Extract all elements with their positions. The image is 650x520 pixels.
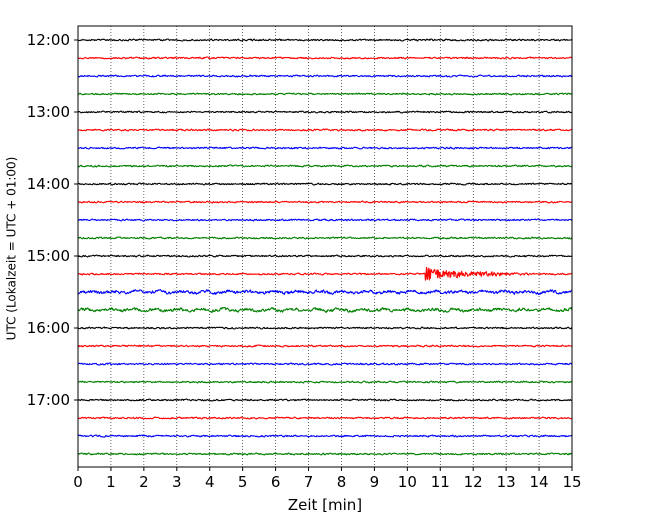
x-tick-label: 0: [73, 473, 83, 491]
trace-lines: [77, 38, 573, 456]
trace-1545: [77, 306, 573, 314]
trace-1415: [77, 200, 573, 204]
plot-frame: [77, 25, 573, 468]
trace-1330: [77, 146, 573, 150]
x-tick-label: 2: [139, 473, 149, 491]
x-tick-label: 1: [106, 473, 116, 491]
x-tick-label: 3: [172, 473, 182, 491]
x-tick-label: 14: [530, 473, 549, 491]
trace-1230: [77, 74, 573, 78]
trace-1645: [77, 380, 573, 384]
trace-1215: [77, 56, 573, 60]
trace-1345: [77, 164, 573, 168]
trace-1515: [77, 266, 573, 281]
trace-1445: [77, 236, 573, 240]
y-tick-label: 16:00: [27, 319, 70, 337]
y-axis-label: UTC (Lokalzeit = UTC + 01:00): [5, 157, 19, 341]
x-tick-label: 15: [562, 473, 581, 491]
x-tick-label: 13: [497, 473, 516, 491]
x-tick-label: 8: [337, 473, 347, 491]
trace-1730: [77, 434, 573, 438]
y-tick-label: 13:00: [27, 103, 70, 121]
axis-ticks: 0 1 2 3 4 5 6 7 8 9 10 11 12 13 14 1512:0013:0014:0015:…: [27, 31, 582, 491]
trace-1200: [77, 38, 573, 42]
trace-1500: [77, 254, 573, 258]
trace-1315: [77, 128, 573, 132]
trace-1615: [77, 344, 573, 348]
y-tick-label: 12:00: [27, 31, 70, 49]
trace-1630: [77, 362, 573, 366]
x-tick-label: 5: [238, 473, 248, 491]
trace-1400: [77, 182, 573, 186]
trace-1530: [77, 289, 573, 296]
trace-1715: [77, 416, 573, 420]
trace-1430: [77, 218, 573, 222]
x-axis-label: Zeit [min]: [288, 496, 362, 514]
x-tick-label: 11: [431, 473, 450, 491]
x-tick-label: 12: [464, 473, 483, 491]
x-tick-label: 9: [370, 473, 380, 491]
x-tick-label: 7: [304, 473, 314, 491]
x-tick-label: 6: [271, 473, 281, 491]
x-tick-label: 4: [205, 473, 215, 491]
x-tick-label: 10: [398, 473, 417, 491]
y-tick-label: 15:00: [27, 247, 70, 265]
trace-1245: [77, 92, 573, 96]
trace-1745: [77, 452, 573, 456]
y-tick-label: 14:00: [27, 175, 70, 193]
y-tick-label: 17:00: [27, 391, 70, 409]
trace-1300: [77, 110, 573, 114]
trace-1700: [77, 398, 573, 402]
trace-1600: [77, 326, 573, 330]
